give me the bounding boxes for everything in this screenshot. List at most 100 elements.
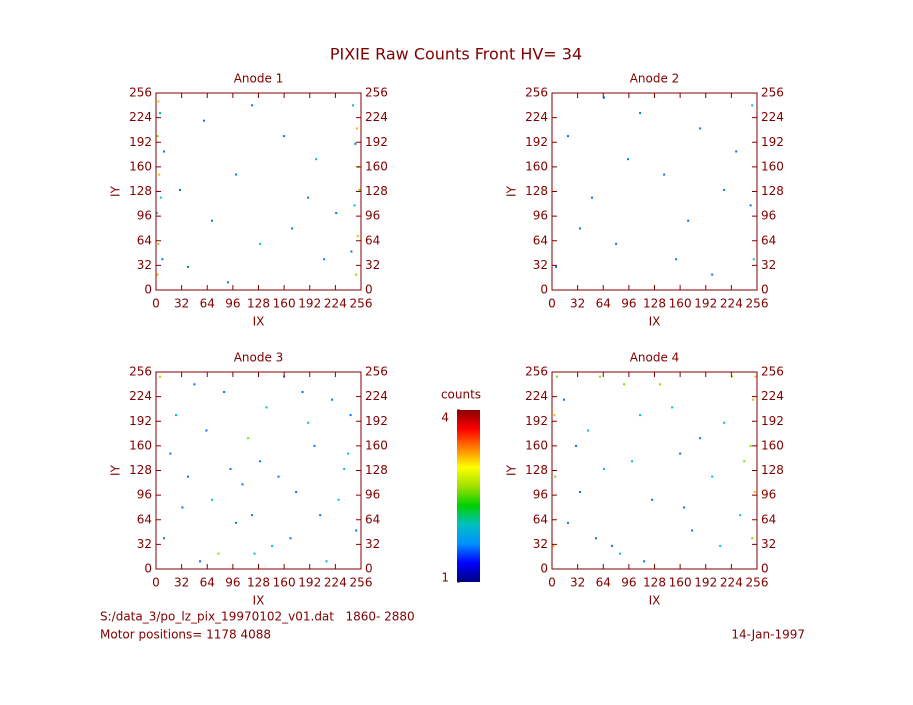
y-tick-label: 0	[144, 283, 152, 297]
y-tick-label-right: 96	[365, 209, 380, 223]
pixel-dot	[554, 475, 557, 478]
x-tick-label: 192	[298, 297, 321, 311]
pixel-dot	[175, 414, 178, 417]
pixel-dot	[691, 529, 694, 532]
y-tick-label-right: 128	[761, 184, 784, 198]
panel-title: Anode 2	[630, 72, 680, 86]
pixel-dot	[251, 514, 254, 517]
pixel-dot	[355, 127, 358, 130]
pixel-dot	[169, 452, 172, 455]
pixel-dot	[567, 135, 570, 138]
pixel-dot	[671, 406, 674, 409]
pixel-dot	[719, 544, 722, 547]
y-tick-label: 96	[533, 209, 548, 223]
x-axis-label: IX	[253, 315, 265, 329]
x-tick-label: 224	[720, 576, 743, 590]
pixel-dot	[751, 537, 754, 540]
x-tick-label: 0	[548, 297, 556, 311]
y-tick-label: 128	[525, 463, 548, 477]
x-tick-label: 96	[225, 297, 240, 311]
pixel-dot	[563, 398, 566, 401]
x-tick-label: 256	[350, 297, 373, 311]
y-tick-label: 64	[533, 512, 548, 526]
x-tick-label: 224	[324, 576, 347, 590]
pixel-dot	[354, 142, 357, 145]
x-tick-label: 192	[694, 297, 717, 311]
x-tick-label: 96	[225, 576, 240, 590]
pixel-dot	[291, 227, 294, 230]
pixel-dot	[229, 467, 232, 470]
y-tick-label: 96	[137, 209, 152, 223]
pixel-dot	[157, 242, 160, 245]
y-tick-label: 32	[137, 258, 152, 272]
y-tick-label: 0	[144, 562, 152, 576]
pixel-dot	[553, 414, 556, 417]
pixel-dot	[579, 491, 582, 494]
x-axis-label: IX	[253, 594, 265, 608]
page-title: PIXIE Raw Counts Front HV= 34	[330, 45, 582, 64]
y-tick-label-right: 128	[761, 463, 784, 477]
pixel-dot	[619, 552, 622, 555]
pixel-dot	[157, 100, 160, 103]
y-tick-label-right: 0	[761, 283, 769, 297]
x-tick-label: 96	[621, 576, 636, 590]
x-tick-label: 256	[746, 576, 769, 590]
y-tick-label-right: 32	[365, 537, 380, 551]
pixel-dot	[643, 560, 646, 563]
pixel-dot	[555, 265, 558, 268]
y-tick-label-right: 0	[365, 283, 373, 297]
pixel-dot	[675, 258, 678, 261]
y-tick-label: 224	[129, 389, 152, 403]
pixel-dot	[591, 196, 594, 199]
pixel-dot	[603, 96, 606, 99]
x-tick-label: 160	[273, 576, 296, 590]
plot-frame	[155, 371, 362, 570]
pixel-dot	[343, 467, 346, 470]
y-axis-label: IY	[109, 464, 123, 476]
x-tick-label: 0	[152, 297, 160, 311]
y-tick-label: 32	[533, 537, 548, 551]
pixel-dot	[319, 514, 322, 517]
pixel-dot	[356, 235, 359, 238]
y-tick-label: 256	[525, 86, 548, 100]
pixel-dot	[181, 506, 184, 509]
y-tick-label-right: 160	[761, 159, 784, 173]
pixel-dot	[265, 406, 268, 409]
pixel-dot	[307, 421, 310, 424]
pixel-dot	[203, 119, 206, 122]
pixel-dot	[743, 460, 746, 463]
pixel-dot	[349, 414, 352, 417]
y-axis-label: IY	[505, 464, 519, 476]
y-tick-label: 96	[533, 488, 548, 502]
x-tick-label: 160	[669, 576, 692, 590]
y-tick-label: 128	[129, 463, 152, 477]
x-tick-label: 192	[694, 576, 717, 590]
y-tick-label-right: 64	[365, 512, 380, 526]
pixel-dot	[315, 158, 318, 161]
y-tick-label: 0	[540, 562, 548, 576]
y-tick-label: 160	[525, 438, 548, 452]
y-tick-label-right: 256	[761, 86, 784, 100]
y-tick-label: 160	[525, 159, 548, 173]
colorbar	[457, 410, 480, 582]
y-tick-label: 256	[525, 365, 548, 379]
x-tick-label: 128	[247, 576, 270, 590]
y-tick-label: 192	[525, 414, 548, 428]
pixel-dot	[353, 204, 356, 207]
pixel-dot	[615, 242, 618, 245]
y-tick-label-right: 64	[365, 233, 380, 247]
x-tick-label: 160	[273, 297, 296, 311]
plot-frame	[551, 92, 758, 291]
colorbar-tick-label: 4	[441, 411, 449, 425]
y-tick-label: 0	[540, 283, 548, 297]
x-tick-label: 64	[596, 297, 611, 311]
pixel-dot	[335, 212, 338, 215]
y-tick-label: 96	[137, 488, 152, 502]
x-tick-label: 256	[746, 297, 769, 311]
pixel-dot	[227, 281, 230, 284]
pixel-dot	[161, 258, 164, 261]
y-tick-label-right: 224	[365, 389, 388, 403]
y-tick-label-right: 32	[365, 258, 380, 272]
pixel-dot	[241, 483, 244, 486]
y-tick-label-right: 224	[761, 110, 784, 124]
